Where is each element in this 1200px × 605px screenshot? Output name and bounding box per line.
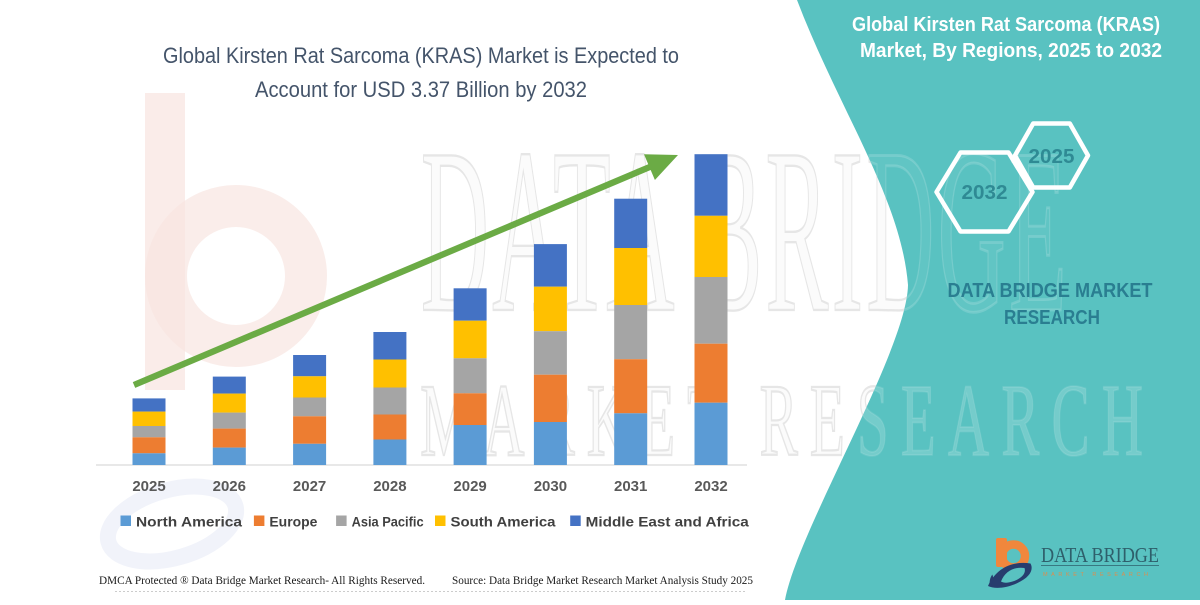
svg-text:Asia Pacific: Asia Pacific — [352, 515, 424, 530]
svg-text:DATA BRIDGE: DATA BRIDGE — [1041, 543, 1159, 567]
svg-text:Middle East and Africa: Middle East and Africa — [586, 515, 750, 530]
svg-text:DMCA Protected ® Data Bridge M: DMCA Protected ® Data Bridge Market Rese… — [99, 573, 425, 587]
svg-text:2032: 2032 — [962, 182, 1008, 204]
svg-text:South America: South America — [451, 515, 557, 530]
svg-text:Global Kirsten Rat Sarcoma (KR: Global Kirsten Rat Sarcoma (KRAS) — [852, 14, 1160, 36]
svg-text:2029: 2029 — [453, 478, 486, 495]
svg-text:Global Kirsten Rat Sarcoma (KR: Global Kirsten Rat Sarcoma (KRAS) Market… — [163, 43, 679, 68]
svg-text:MARKET RESEARCH: MARKET RESEARCH — [1043, 572, 1151, 578]
svg-text:Source: Data Bridge Market Res: Source: Data Bridge Market Research Mark… — [452, 573, 753, 587]
svg-text:Market, By Regions, 2025 to 20: Market, By Regions, 2025 to 2032 — [860, 40, 1162, 62]
svg-text:2030: 2030 — [534, 478, 567, 495]
svg-text:2031: 2031 — [614, 478, 647, 495]
svg-text:2025: 2025 — [1029, 146, 1075, 168]
svg-text:2032: 2032 — [694, 478, 727, 495]
svg-text:2025: 2025 — [132, 478, 165, 495]
svg-text:RESEARCH: RESEARCH — [1004, 307, 1100, 329]
svg-text:North America: North America — [136, 515, 243, 530]
svg-text:DATA BRIDGE MARKET: DATA BRIDGE MARKET — [948, 280, 1153, 302]
svg-text:2026: 2026 — [213, 478, 246, 495]
svg-text:Europe: Europe — [269, 515, 317, 530]
svg-text:2027: 2027 — [293, 478, 326, 495]
svg-text:2028: 2028 — [373, 478, 406, 495]
svg-text:Account for USD 3.37 Billion b: Account for USD 3.37 Billion by 2032 — [255, 77, 587, 102]
